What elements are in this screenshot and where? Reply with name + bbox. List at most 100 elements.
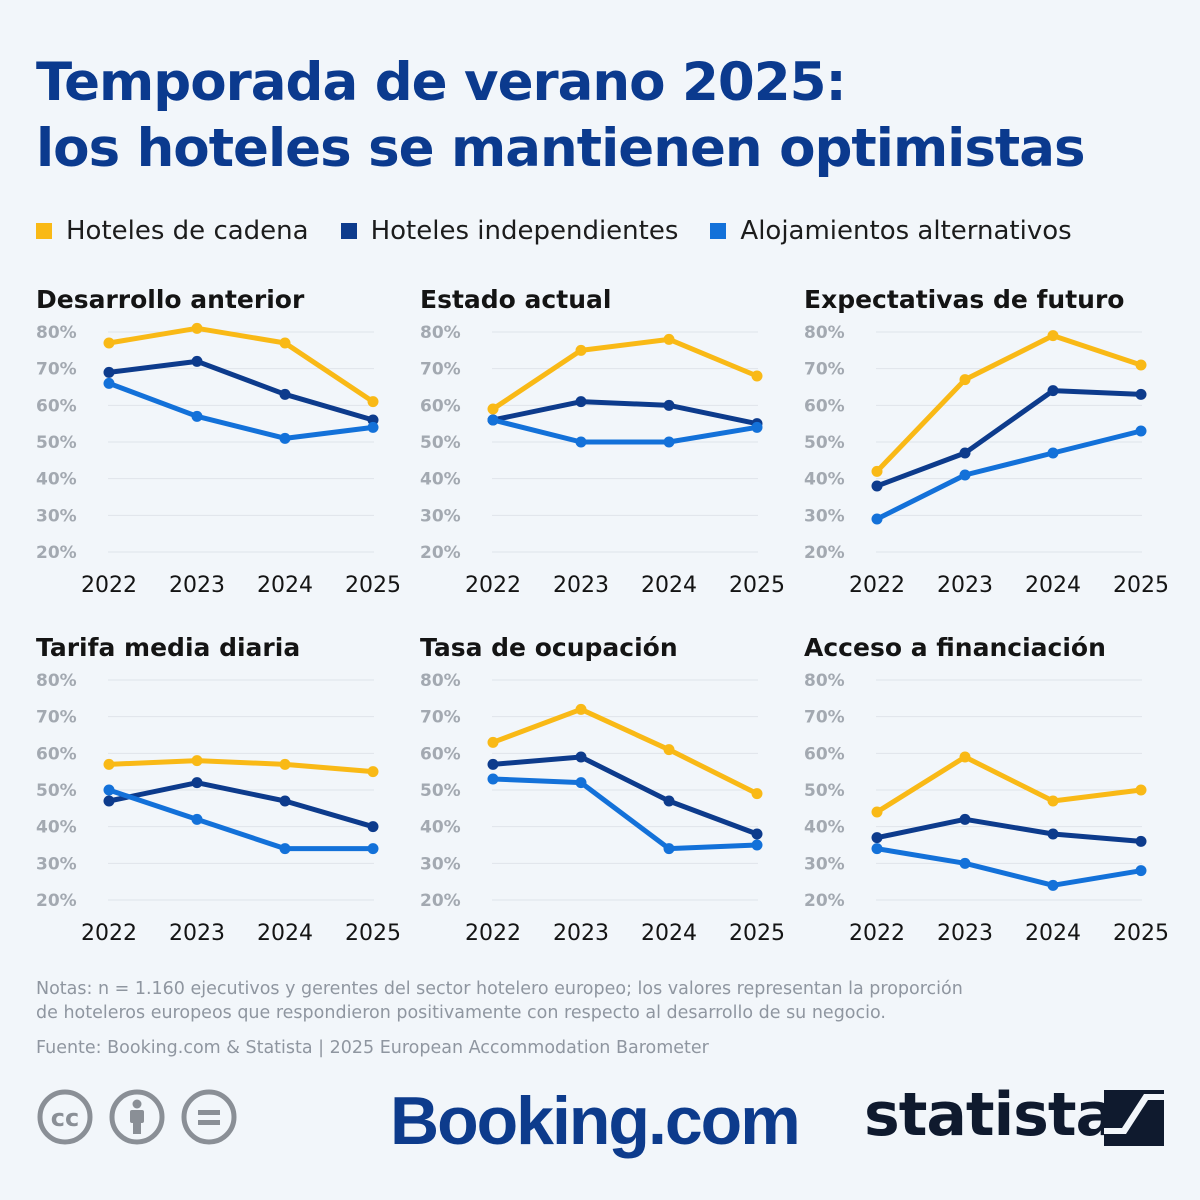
data-point-chain [959, 374, 971, 386]
y-tick-label: 20% [420, 891, 461, 911]
y-tick-label: 60% [804, 744, 845, 764]
y-tick-label: 40% [36, 470, 77, 490]
statista-logo: statista [864, 1080, 1116, 1150]
y-tick-label: 50% [36, 433, 77, 453]
cc-icon[interactable]: cc [36, 1088, 94, 1146]
data-point-independent [663, 399, 675, 411]
data-point-chain [487, 736, 499, 748]
data-point-chain [279, 337, 291, 349]
y-tick-label: 70% [36, 708, 77, 728]
chart-title: Estado actual [420, 285, 611, 314]
x-tick-label: 2023 [169, 921, 225, 946]
data-point-chain [575, 703, 587, 715]
chart-4: Tarifa media diaria 80% 70% 60% 50% 40% 30% 20%… [36, 633, 401, 946]
data-point-alternative [751, 421, 763, 433]
x-tick-label: 2024 [1025, 921, 1081, 946]
x-tick-label: 2024 [1025, 573, 1081, 598]
y-tick-label: 20% [804, 891, 845, 911]
data-point-alternative [103, 784, 115, 796]
data-point-alternative [191, 813, 203, 825]
license-icons: cc [36, 1088, 252, 1146]
x-tick-label: 2022 [81, 573, 137, 598]
series-line-independent [106, 780, 376, 830]
x-tick-label: 2025 [345, 921, 401, 946]
x-tick-label: 2025 [729, 573, 785, 598]
x-tick-label: 2025 [345, 573, 401, 598]
series-line-alternative [106, 787, 376, 852]
y-tick-label: 70% [420, 360, 461, 380]
legend-swatch-chain [36, 223, 52, 239]
y-tick-label: 60% [36, 396, 77, 416]
y-tick-label: 20% [420, 543, 461, 563]
data-point-independent [487, 758, 499, 770]
y-tick-label: 50% [420, 781, 461, 801]
y-tick-label: 50% [36, 781, 77, 801]
x-tick-label: 2023 [937, 573, 993, 598]
notes-line-2: de hoteleros europeos que respondieron p… [36, 1003, 886, 1023]
source: Fuente: Booking.com & Statista | 2025 Eu… [36, 1038, 709, 1058]
chart-1: Desarrollo anterior 80% 70% 60% 50% 40% 30% 20%… [36, 285, 401, 598]
y-tick-label: 80% [420, 323, 461, 343]
y-tick-label: 70% [804, 360, 845, 380]
data-point-chain [487, 403, 499, 415]
chart-2: Estado actual 80% 70% 60% 50% 40% 30% 20%2022 20… [420, 285, 785, 598]
booking-logo: Booking.com [390, 1083, 801, 1159]
y-tick-label: 30% [420, 854, 461, 874]
y-tick-label: 20% [36, 891, 77, 911]
series-line-alternative [106, 380, 376, 441]
data-point-chain [103, 337, 115, 349]
series-line-chain [106, 758, 376, 775]
data-point-alternative [1047, 447, 1059, 459]
data-point-alternative [1135, 865, 1147, 877]
y-tick-label: 50% [804, 781, 845, 801]
legend-swatch-alternative [710, 223, 727, 239]
data-point-independent [279, 388, 291, 400]
series-line-alternative [490, 417, 760, 445]
x-tick-label: 2024 [641, 573, 697, 598]
data-point-independent [1047, 385, 1059, 397]
x-tick-label: 2023 [937, 921, 993, 946]
series-line-alternative [874, 846, 1144, 888]
y-tick-label: 60% [420, 396, 461, 416]
data-point-independent [103, 795, 115, 807]
y-tick-label: 30% [36, 854, 77, 874]
legend: Hoteles de cadena Hoteles independientes… [36, 216, 1176, 246]
chart-6: Acceso a financiación 80% 70% 60% 50% 40% 30% 2… [804, 633, 1169, 946]
attribution-icon[interactable] [108, 1088, 166, 1146]
data-point-alternative [663, 436, 675, 448]
chart-title: Tarifa media diaria [36, 633, 300, 662]
data-point-chain [103, 758, 115, 770]
no-derivatives-icon[interactable] [180, 1088, 238, 1146]
data-point-alternative [279, 843, 291, 855]
data-point-independent [367, 821, 379, 833]
legend-label-independent: Hoteles independientes [370, 216, 679, 246]
data-point-alternative [959, 469, 971, 481]
data-point-chain [751, 370, 763, 382]
data-point-alternative [487, 773, 499, 785]
data-point-independent [191, 355, 203, 367]
y-tick-label: 80% [36, 323, 77, 343]
data-point-independent [1135, 388, 1147, 400]
y-tick-label: 40% [420, 470, 461, 490]
data-point-independent [1135, 835, 1147, 847]
y-tick-label: 30% [804, 506, 845, 526]
y-tick-label: 80% [804, 323, 845, 343]
series-line-independent [874, 816, 1144, 844]
series-line-chain [874, 754, 1144, 815]
y-tick-label: 60% [804, 396, 845, 416]
x-tick-label: 2024 [641, 921, 697, 946]
data-point-independent [871, 480, 883, 492]
data-point-independent [751, 828, 763, 840]
chart-5: Tasa de ocupación80%70%60%50%40%30%20%20… [420, 633, 785, 946]
legend-item-independent: Hoteles independientes [340, 216, 679, 246]
y-tick-label: 60% [36, 744, 77, 764]
series-line-independent [490, 754, 760, 837]
series-line-independent [106, 358, 376, 423]
data-point-chain [575, 344, 587, 356]
y-tick-label: 50% [804, 433, 845, 453]
series-line-independent [874, 388, 1144, 489]
data-point-alternative [663, 843, 675, 855]
data-point-alternative [751, 839, 763, 851]
x-tick-label: 2022 [849, 573, 905, 598]
data-point-chain [871, 465, 883, 477]
